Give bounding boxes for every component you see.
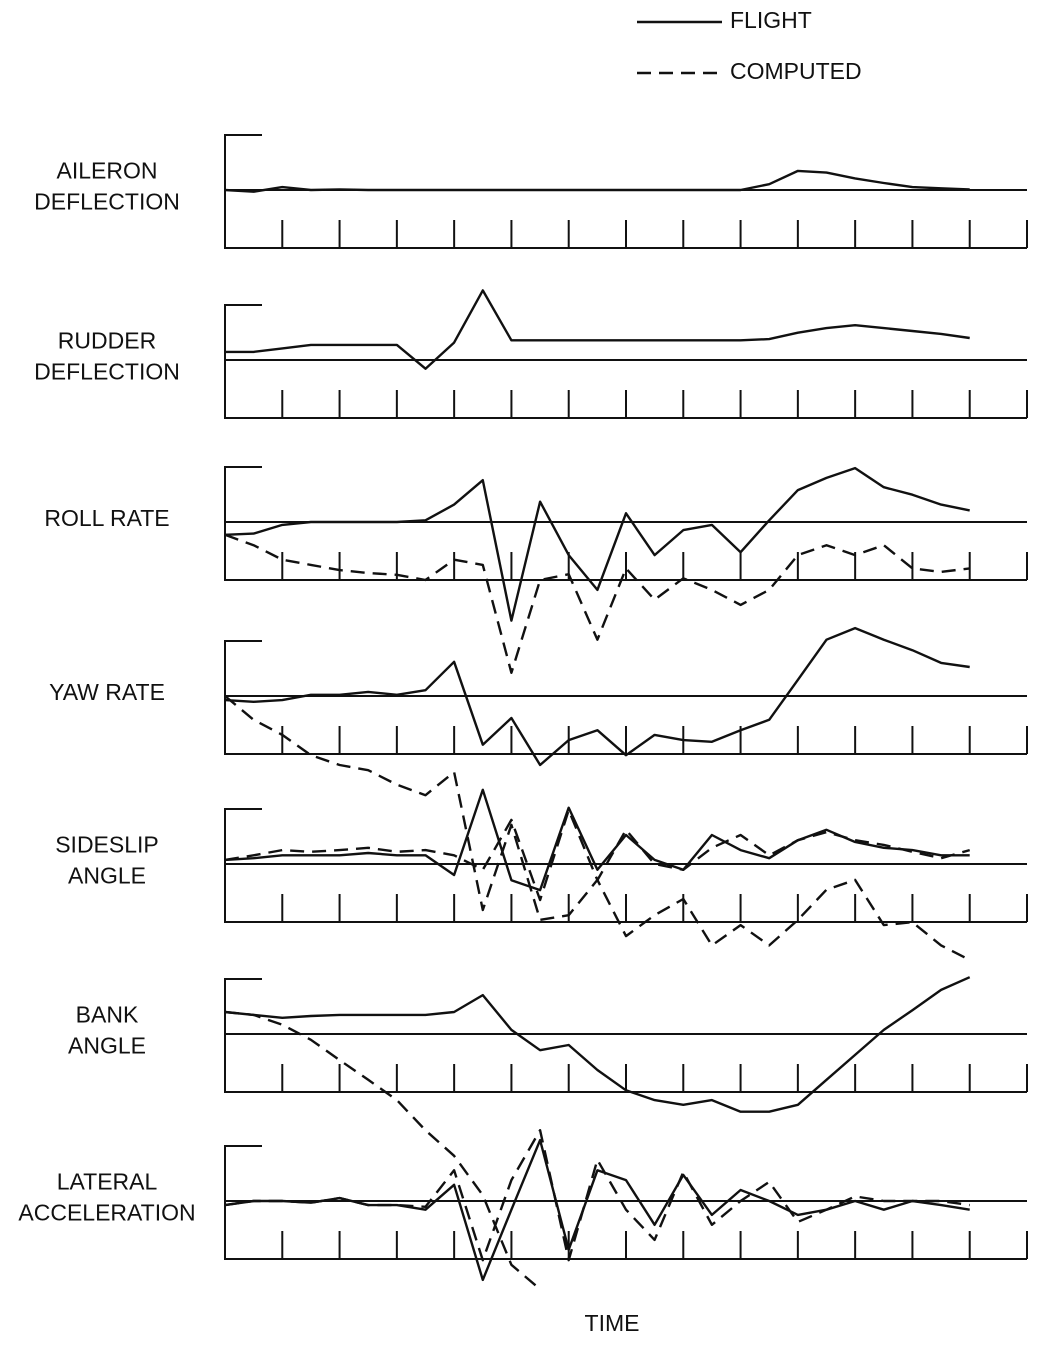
data-line xyxy=(224,808,971,902)
legend-label: FLIGHT xyxy=(730,7,812,33)
data-line xyxy=(224,1010,541,1291)
data-line xyxy=(224,976,971,1113)
data-line xyxy=(224,626,970,767)
data-line xyxy=(224,533,970,674)
panel-label: SIDESLIP xyxy=(55,832,159,858)
data-line xyxy=(224,1138,970,1282)
panel-label: YAW RATE xyxy=(49,679,165,705)
legend-label: COMPUTED xyxy=(730,58,862,84)
panel-label: ACCELERATION xyxy=(18,1200,195,1226)
data-line xyxy=(225,289,970,370)
panel-label: LATERAL xyxy=(57,1169,158,1195)
panel-label: AILERON xyxy=(57,158,158,184)
data-line xyxy=(224,1129,970,1262)
panel-label: DEFLECTION xyxy=(34,189,180,215)
x-axis-label: TIME xyxy=(585,1310,640,1336)
panel-label: ANGLE xyxy=(68,863,146,889)
panel-label: ANGLE xyxy=(68,1033,146,1059)
panel-label: BANK xyxy=(76,1002,139,1028)
data-line xyxy=(224,695,971,961)
panel-label: RUDDER xyxy=(58,328,156,354)
data-line xyxy=(224,466,970,622)
panel-label: DEFLECTION xyxy=(34,359,180,385)
data-line xyxy=(224,169,970,193)
panel-label: ROLL RATE xyxy=(44,505,169,531)
